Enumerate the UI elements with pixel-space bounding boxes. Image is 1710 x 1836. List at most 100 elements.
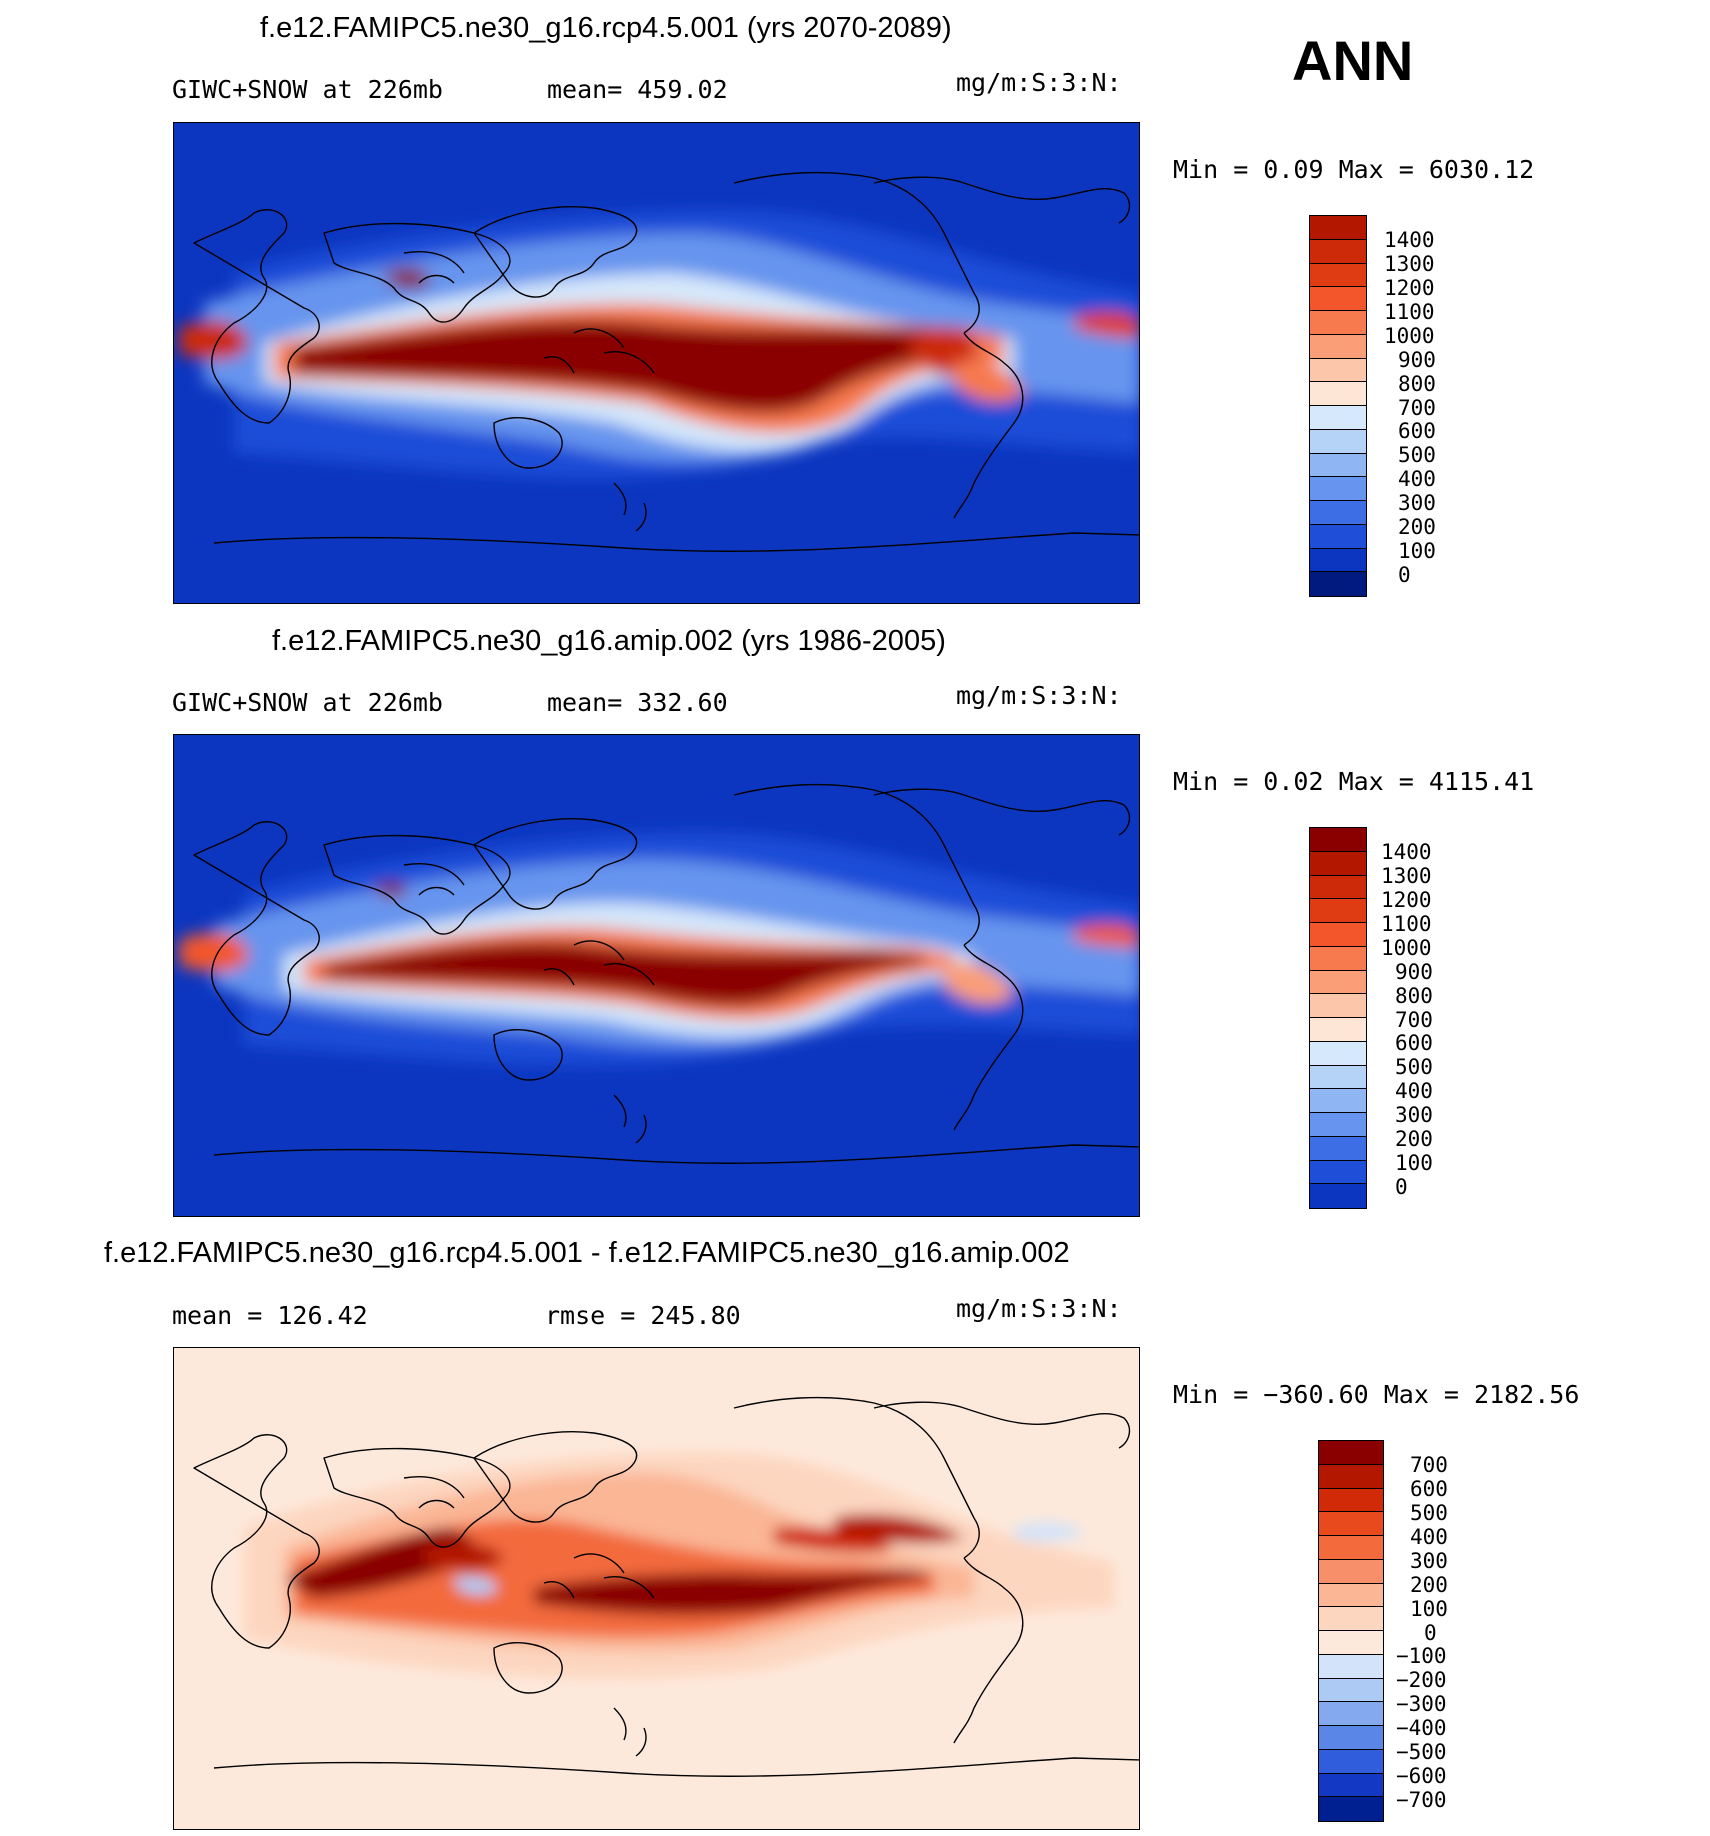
panel2-colorbar xyxy=(1309,827,1367,1209)
panel1-colorbar-band xyxy=(1310,477,1366,501)
panel2-colorbar-band xyxy=(1310,923,1366,947)
panel3-colorbar-label: −300 xyxy=(1396,1692,1447,1716)
panel3-map xyxy=(173,1347,1140,1830)
panel2-colorbar-band xyxy=(1310,1018,1366,1042)
panel2-colorbar-band xyxy=(1310,994,1366,1018)
panel2-colorbar-label: 1400 xyxy=(1381,840,1432,864)
panel3-colorbar-band xyxy=(1319,1726,1383,1750)
panel3-mean-label: mean = 126.42 xyxy=(172,1301,368,1330)
panel3-colorbar-band xyxy=(1319,1631,1383,1655)
panel1-colorbar-label: 300 xyxy=(1398,491,1436,515)
panel1-colorbar-label: 100 xyxy=(1398,539,1436,563)
panel1-colorbar-band xyxy=(1310,572,1366,596)
panel1-colorbar-band xyxy=(1310,548,1366,573)
panel1-units-label: mg/m:S:3:N: xyxy=(956,68,1122,97)
panel2-colorbar-label: 1300 xyxy=(1381,864,1432,888)
panel2-colorbar-label: 900 xyxy=(1395,960,1433,984)
panel1-colorbar-band xyxy=(1310,382,1366,406)
panel2-units-label: mg/m:S:3:N: xyxy=(956,681,1122,710)
panel3-units-label: mg/m:S:3:N: xyxy=(956,1294,1122,1323)
panel2-colorbar-band xyxy=(1310,1089,1366,1113)
panel3-colorbar-band xyxy=(1319,1797,1383,1821)
panel2-colorbar-label: 1200 xyxy=(1381,888,1432,912)
panel1-colorbar-band xyxy=(1310,334,1366,359)
panel1-colorbar-label: 1100 xyxy=(1384,300,1435,324)
panel2-colorbar-band xyxy=(1310,1113,1366,1137)
panel3-colorbar-band xyxy=(1319,1583,1383,1608)
panel1-colorbar-label: 1200 xyxy=(1384,276,1435,300)
panel1-colorbar-label: 1400 xyxy=(1384,228,1435,252)
panel1-colorbar-band xyxy=(1310,501,1366,525)
panel1-colorbar-band xyxy=(1310,216,1366,240)
panel2-colorbar-band xyxy=(1310,1065,1366,1090)
panel1-colorbar-band xyxy=(1310,524,1366,549)
panel1-colorbar-band xyxy=(1310,453,1366,478)
panel3-colorbar-label: 100 xyxy=(1410,1597,1448,1621)
panel2-colorbar-label: 400 xyxy=(1395,1079,1433,1103)
panel3-colorbar-label: −200 xyxy=(1396,1668,1447,1692)
panel2-colorbar-label: 1000 xyxy=(1381,936,1432,960)
panel1-map xyxy=(173,122,1140,604)
panel1-title: f.e12.FAMIPC5.ne30_g16.rcp4.5.001 (yrs 2… xyxy=(260,12,952,44)
panel1-colorbar-label: 0 xyxy=(1398,563,1411,587)
panel2-colorbar-band xyxy=(1310,1160,1366,1185)
panel1-colorbar-label: 900 xyxy=(1398,348,1436,372)
panel3-colorbar-band xyxy=(1319,1678,1383,1703)
panel1-colorbar-label: 500 xyxy=(1398,443,1436,467)
panel2-colorbar-label: 100 xyxy=(1395,1151,1433,1175)
panel3-colorbar-band xyxy=(1319,1559,1383,1584)
panel3-colorbar-band xyxy=(1319,1488,1383,1513)
panel2-colorbar-band xyxy=(1310,828,1366,852)
panel1-variable-label: GIWC+SNOW at 226mb xyxy=(172,75,443,104)
panel1-colorbar xyxy=(1309,215,1367,597)
panel1-colorbar-band xyxy=(1310,239,1366,264)
panel1-colorbar-label: 700 xyxy=(1398,396,1436,420)
panel3-colorbar-band xyxy=(1319,1512,1383,1536)
season-label: ANN xyxy=(1292,29,1414,92)
panel2-colorbar-label: 700 xyxy=(1395,1008,1433,1032)
panel2-colorbar-band xyxy=(1310,1136,1366,1161)
panel2-mean-label: mean= 332.60 xyxy=(547,688,728,717)
panel2-map xyxy=(173,734,1140,1217)
panel2-title: f.e12.FAMIPC5.ne30_g16.amip.002 (yrs 198… xyxy=(272,625,946,657)
panel3-colorbar-label: −400 xyxy=(1396,1716,1447,1740)
panel1-colorbar-band xyxy=(1310,263,1366,288)
panel1-colorbar-label: 800 xyxy=(1398,372,1436,396)
panel3-colorbar-label: 700 xyxy=(1410,1453,1448,1477)
panel3-colorbar-label: −600 xyxy=(1396,1764,1447,1788)
panel1-colorbar-band xyxy=(1310,358,1366,383)
panel3-colorbar xyxy=(1318,1440,1384,1822)
panel2-colorbar-band xyxy=(1310,970,1366,995)
panel3-colorbar-label: −700 xyxy=(1396,1788,1447,1812)
panel3-colorbar-band xyxy=(1319,1773,1383,1798)
panel1-colorbar-label: 400 xyxy=(1398,467,1436,491)
panel3-rmse-label: rmse = 245.80 xyxy=(545,1301,741,1330)
panel2-colorbar-band xyxy=(1310,851,1366,876)
panel2-colorbar-band xyxy=(1310,875,1366,900)
panel3-colorbar-label: −100 xyxy=(1396,1644,1447,1668)
panel1-colorbar-band xyxy=(1310,406,1366,430)
panel1-mean-label: mean= 459.02 xyxy=(547,75,728,104)
panel3-minmax-label: Min = −360.60 Max = 2182.56 xyxy=(1173,1380,1580,1409)
panel3-title: f.e12.FAMIPC5.ne30_g16.rcp4.5.001 - f.e1… xyxy=(104,1237,1070,1269)
panel3-colorbar-band xyxy=(1319,1654,1383,1679)
panel3-colorbar-label: −500 xyxy=(1396,1740,1447,1764)
panel2-colorbar-label: 800 xyxy=(1395,984,1433,1008)
panel3-colorbar-label: 600 xyxy=(1410,1477,1448,1501)
panel1-minmax-label: Min = 0.09 Max = 6030.12 xyxy=(1173,155,1535,184)
panel3-colorbar-label: 0 xyxy=(1424,1621,1437,1645)
panel1-colorbar-band xyxy=(1310,311,1366,335)
panel2-colorbar-band xyxy=(1310,1184,1366,1208)
panel2-colorbar-label: 500 xyxy=(1395,1055,1433,1079)
panel2-colorbar-label: 0 xyxy=(1395,1175,1408,1199)
panel3-colorbar-label: 400 xyxy=(1410,1525,1448,1549)
panel2-colorbar-label: 300 xyxy=(1395,1103,1433,1127)
panel3-colorbar-band xyxy=(1319,1607,1383,1631)
panel2-colorbar-label: 600 xyxy=(1395,1031,1433,1055)
panel3-colorbar-label: 300 xyxy=(1410,1549,1448,1573)
panel2-colorbar-band xyxy=(1310,946,1366,971)
panel2-colorbar-band xyxy=(1310,899,1366,923)
panel2-colorbar-band xyxy=(1310,1041,1366,1066)
panel2-colorbar-label: 1100 xyxy=(1381,912,1432,936)
panel3-colorbar-band xyxy=(1319,1749,1383,1774)
